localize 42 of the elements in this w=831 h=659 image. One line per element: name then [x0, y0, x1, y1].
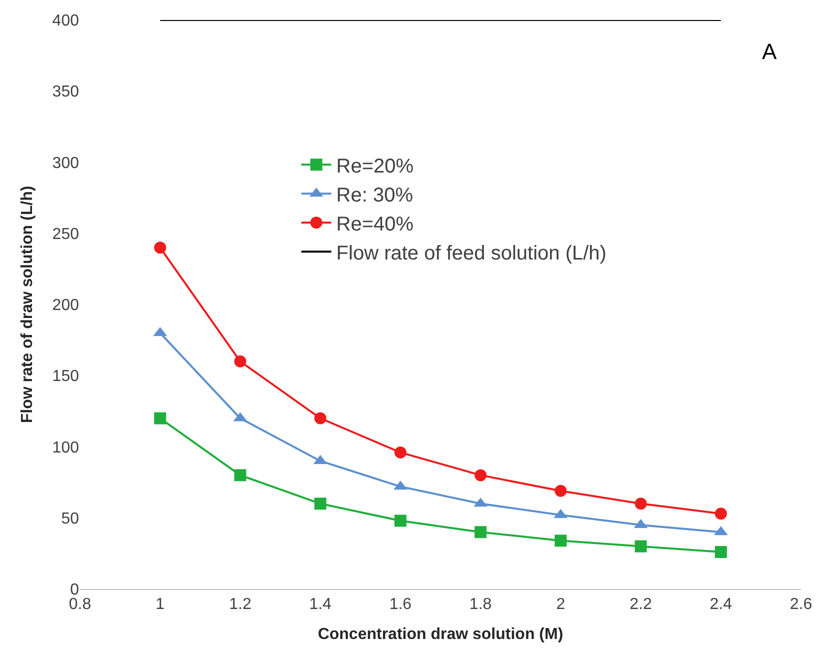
point — [154, 242, 166, 254]
point — [314, 498, 326, 510]
y-tick-label: 400 — [52, 12, 80, 30]
y-tick-label: 300 — [52, 154, 80, 172]
y-tick-label: 100 — [52, 439, 80, 456]
point — [394, 446, 406, 458]
x-tick-label: 2.4 — [710, 596, 732, 614]
y-tick-label: 50 — [61, 510, 80, 528]
legend-label: Re=40% — [336, 213, 414, 236]
annotation: A — [762, 39, 777, 64]
x-tick-label: 2.6 — [790, 596, 812, 614]
point — [314, 412, 326, 424]
y-axis-title: Flow rate of draw solution (L/h) — [19, 186, 36, 424]
point — [234, 355, 246, 368]
legend-label: Flow rate of feed solution (L/h) — [336, 242, 606, 264]
x-tick-label: 2 — [556, 596, 566, 614]
point — [554, 534, 567, 547]
point — [474, 469, 487, 482]
point — [154, 412, 166, 424]
x-tick-label: 1 — [156, 596, 165, 614]
point — [714, 508, 727, 520]
x-tick-label: 2.2 — [630, 596, 652, 614]
legend-label: Re: 30% — [336, 184, 414, 206]
point — [714, 546, 727, 558]
x-tick-label: 1.2 — [229, 596, 252, 614]
legend-label: Re=20% — [336, 155, 414, 178]
x-tick-label: 1.8 — [469, 596, 492, 614]
point — [634, 540, 647, 552]
x-tick-label: 0.8 — [68, 596, 92, 614]
point — [554, 484, 567, 497]
point — [474, 526, 487, 538]
point — [634, 498, 647, 510]
y-tick-label: 200 — [52, 297, 80, 314]
point — [234, 469, 246, 482]
y-tick-label: 250 — [52, 226, 80, 243]
x-axis-title: Concentration draw solution (M) — [318, 626, 564, 643]
y-tick-label: 0 — [70, 582, 80, 599]
x-tick-label: 1.6 — [389, 596, 412, 614]
y-tick-label: 350 — [52, 84, 80, 101]
y-tick-label: 150 — [52, 368, 80, 386]
x-tick-label: 1.4 — [309, 596, 332, 614]
point — [394, 514, 406, 527]
